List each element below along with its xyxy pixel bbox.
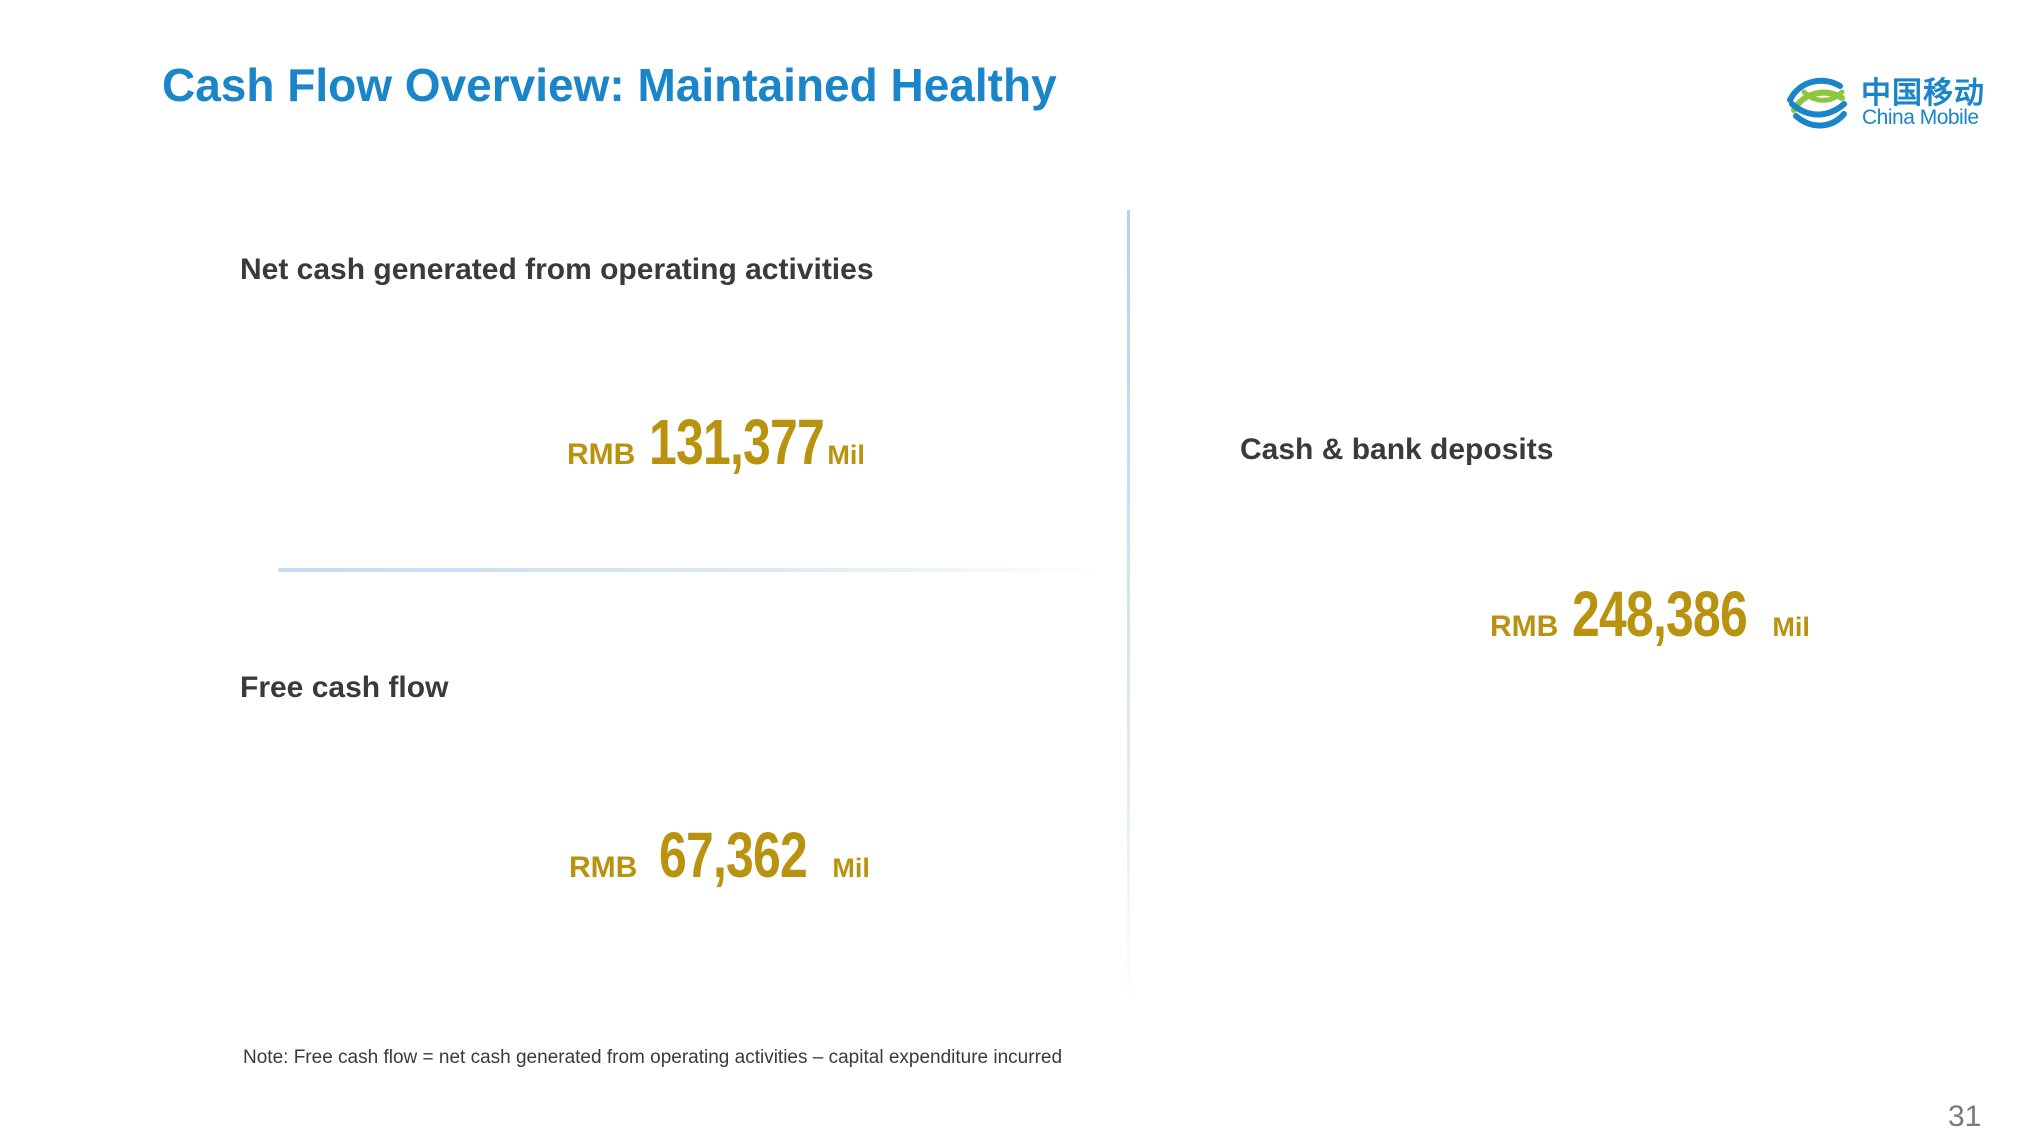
operating-cash-label: Net cash generated from operating activi… — [240, 253, 874, 286]
horizontal-divider — [278, 568, 1103, 572]
operating-cash-metric: RMB 131,377 Mil — [567, 405, 865, 479]
free-cash-flow-label: Free cash flow — [240, 671, 449, 704]
free-cash-flow-suffix: Mil — [832, 853, 870, 883]
china-mobile-logo-icon — [1787, 77, 1847, 129]
cash-deposits-label: Cash & bank deposits — [1240, 433, 1554, 466]
slide-title: Cash Flow Overview: Maintained Healthy — [162, 59, 1057, 111]
operating-cash-value: 131,377 — [649, 406, 825, 478]
cash-deposits-value: 248,386 — [1572, 578, 1748, 650]
free-cash-flow-prefix: RMB — [569, 851, 638, 884]
operating-cash-prefix: RMB — [567, 438, 636, 471]
page-number: 31 — [1948, 1100, 1982, 1133]
cash-deposits-metric: RMB 248,386 Mil — [1490, 577, 1810, 651]
cash-deposits-prefix: RMB — [1490, 610, 1559, 643]
footnote: Note: Free cash flow = net cash generate… — [243, 1047, 1063, 1068]
china-mobile-logo: 中国移动 China Mobile — [1782, 66, 1992, 136]
free-cash-flow-metric: RMB 67,362 Mil — [569, 818, 870, 892]
free-cash-flow-value: 67,362 — [659, 819, 808, 891]
logo-name-cn: 中国移动 — [1861, 77, 1985, 110]
operating-cash-suffix: Mil — [827, 440, 865, 470]
vertical-divider — [1127, 210, 1130, 1010]
cash-deposits-suffix: Mil — [1772, 612, 1810, 642]
logo-name-en: China Mobile — [1862, 106, 1979, 129]
